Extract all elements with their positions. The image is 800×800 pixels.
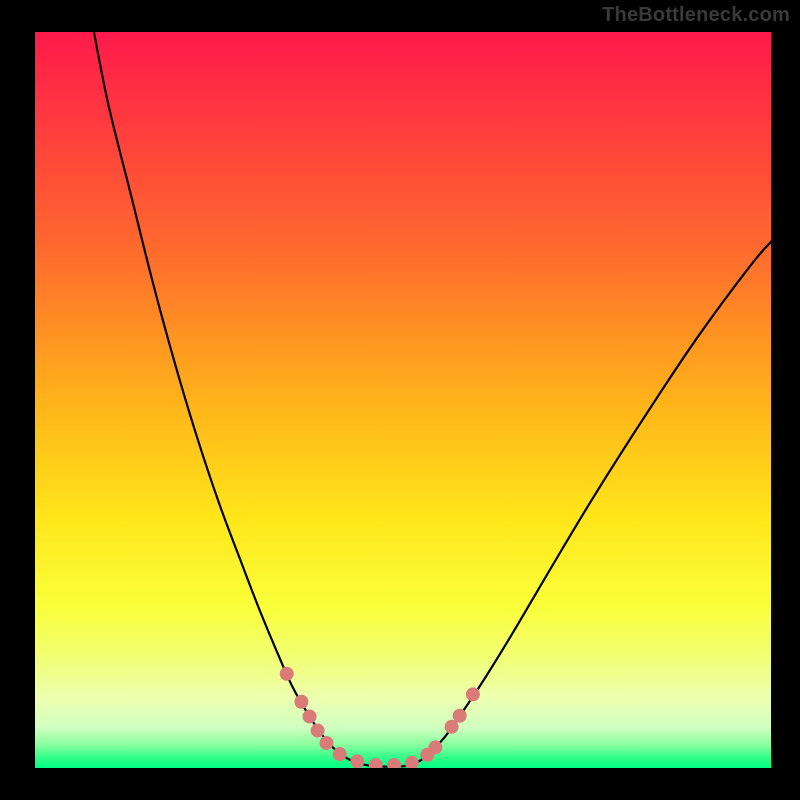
curve-marker (453, 709, 466, 722)
curve-marker (320, 736, 333, 749)
stage: TheBottleneck.com (0, 0, 800, 800)
plot-area (35, 32, 771, 768)
watermark-text: TheBottleneck.com (602, 4, 790, 27)
curve-marker (311, 724, 324, 737)
bottleneck-curve-path (94, 32, 771, 767)
curve-marker (421, 748, 434, 761)
curve-marker (388, 759, 401, 768)
curve-marker (295, 695, 308, 708)
curve-marker (369, 759, 382, 768)
curve-marker (429, 741, 442, 754)
curve-marker (405, 756, 418, 768)
curve-marker (333, 748, 346, 761)
bottleneck-curve-svg (35, 32, 771, 768)
curve-marker (280, 667, 293, 680)
curve-marker (351, 755, 364, 768)
curve-marker (303, 710, 316, 723)
curve-marker (466, 688, 479, 701)
curve-marker (445, 720, 458, 733)
